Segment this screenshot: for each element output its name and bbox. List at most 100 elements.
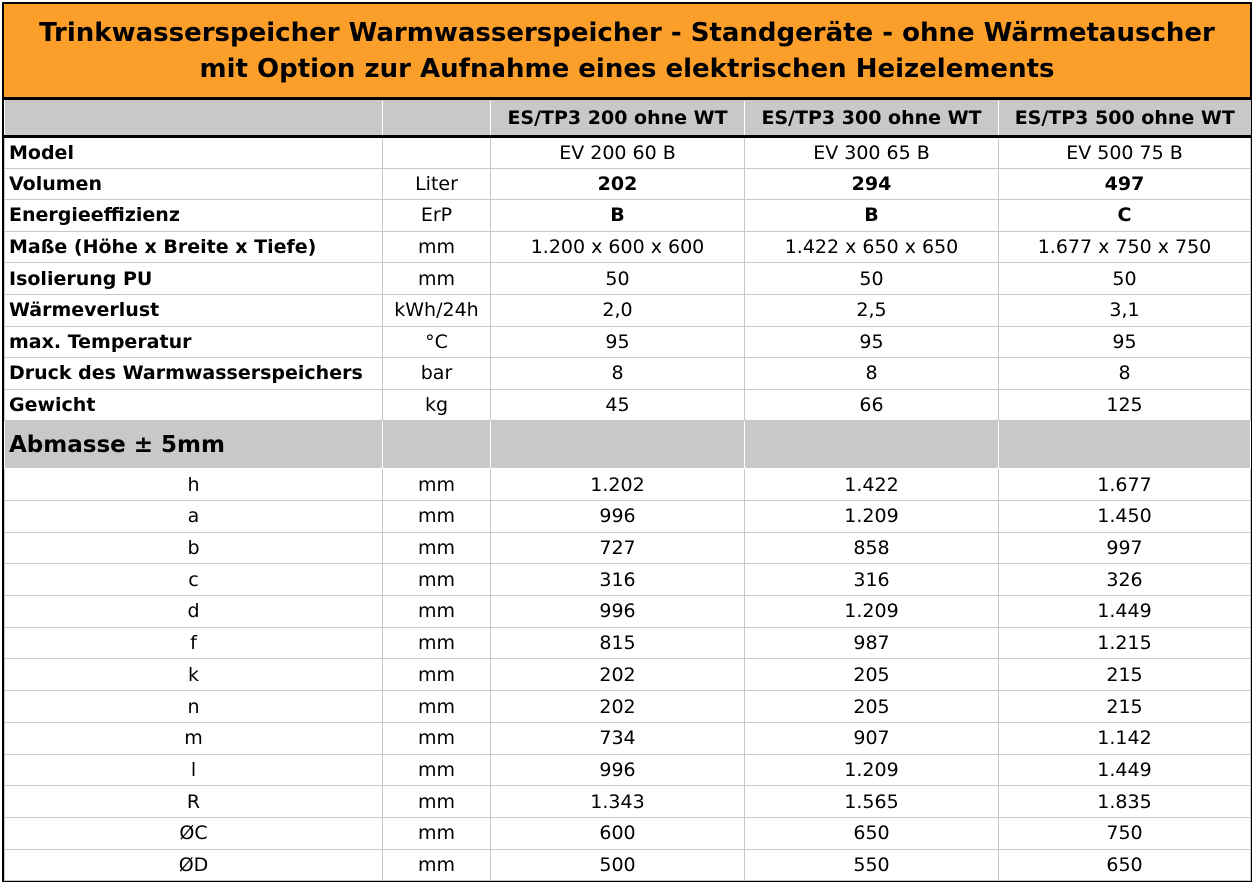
dimension-label: c xyxy=(4,563,383,597)
row-value: B xyxy=(744,199,999,232)
dimension-value: 202 xyxy=(490,658,745,692)
dimension-value: 316 xyxy=(490,563,745,597)
dimension-value: 907 xyxy=(744,721,999,755)
dimension-unit: mm xyxy=(382,753,491,787)
dimension-value: 996 xyxy=(490,500,745,533)
section-blank xyxy=(998,420,1251,470)
row-label: Maße (Höhe x Breite x Tiefe) xyxy=(4,230,383,264)
dimension-unit: mm xyxy=(382,848,491,882)
dimension-unit: mm xyxy=(382,500,491,533)
spec-row: Gewicht kg 45 66 125 xyxy=(4,388,1251,422)
row-label: Gewicht xyxy=(4,388,383,422)
dimension-unit: mm xyxy=(382,721,491,755)
section-label: Abmasse ± 5mm xyxy=(4,420,383,470)
dimension-row: ØC mm 600 650 750 xyxy=(4,816,1251,850)
row-value: 1.200 x 600 x 600 xyxy=(490,230,745,264)
row-value: 2,0 xyxy=(490,293,745,327)
dimension-unit: mm xyxy=(382,468,491,502)
row-label: max. Temperatur xyxy=(4,325,383,359)
dimension-unit: mm xyxy=(382,658,491,692)
dimension-row: a mm 996 1.209 1.450 xyxy=(4,500,1251,533)
row-value: 50 xyxy=(998,262,1251,295)
row-label: Model xyxy=(4,136,383,169)
column-header: ES/TP3 500 ohne WT xyxy=(998,100,1251,138)
dimension-value: 1.422 xyxy=(744,468,999,502)
column-header: ES/TP3 300 ohne WT xyxy=(744,100,999,138)
dimension-value: 1.835 xyxy=(998,785,1251,818)
row-label: Wärmeverlust xyxy=(4,293,383,327)
dimension-value: 1.565 xyxy=(744,785,999,818)
dimension-row: b mm 727 858 997 xyxy=(4,531,1251,565)
row-unit: ErP xyxy=(382,199,491,232)
dimension-unit: mm xyxy=(382,626,491,660)
dimension-unit: mm xyxy=(382,690,491,723)
dimension-value: 750 xyxy=(998,816,1251,850)
header-blank xyxy=(4,100,383,138)
spec-row: Maße (Höhe x Breite x Tiefe) mm 1.200 x 60… xyxy=(4,230,1251,264)
row-value: B xyxy=(490,199,745,232)
row-value: 66 xyxy=(744,388,999,422)
spec-row: Isolierung PU mm 50 50 50 xyxy=(4,262,1251,295)
dimension-label: f xyxy=(4,626,383,660)
row-unit: kg xyxy=(382,388,491,422)
row-value: 497 xyxy=(998,167,1251,201)
dimension-value: 1.343 xyxy=(490,785,745,818)
dimension-value: 1.209 xyxy=(744,500,999,533)
row-value: C xyxy=(998,199,1251,232)
row-value: 95 xyxy=(490,325,745,359)
column-header: ES/TP3 200 ohne WT xyxy=(490,100,745,138)
dimension-row: m mm 734 907 1.142 xyxy=(4,721,1251,755)
row-unit: mm xyxy=(382,230,491,264)
dimension-label: d xyxy=(4,595,383,628)
row-unit: kWh/24h xyxy=(382,293,491,327)
row-unit: mm xyxy=(382,262,491,295)
dimension-value: 202 xyxy=(490,690,745,723)
spec-row: Wärmeverlust kWh/24h 2,0 2,5 3,1 xyxy=(4,293,1251,327)
dimension-value: 1.449 xyxy=(998,595,1251,628)
spec-row: Volumen Liter 202 294 497 xyxy=(4,167,1251,201)
spec-row: Druck des Warmwasserspeichers bar 8 8 8 xyxy=(4,357,1251,390)
row-unit xyxy=(382,136,491,169)
dimension-value: 1.209 xyxy=(744,595,999,628)
row-unit: bar xyxy=(382,357,491,390)
dimension-value: 326 xyxy=(998,563,1251,597)
dimension-value: 997 xyxy=(998,531,1251,565)
title-line-2: mit Option zur Aufnahme eines elektrisch… xyxy=(199,53,1055,84)
title-banner: Trinkwasserspeicher Warmwasserspeicher -… xyxy=(4,4,1250,100)
spec-row: Model EV 200 60 B EV 300 65 B EV 500 75 B xyxy=(4,136,1251,169)
dimension-value: 1.677 xyxy=(998,468,1251,502)
section-label-text: Abmasse ± 5mm xyxy=(9,431,225,458)
header-row: ES/TP3 200 ohne WT ES/TP3 300 ohne WT ES/T… xyxy=(4,100,1251,138)
row-value: EV 200 60 B xyxy=(490,136,745,169)
dimension-value: 815 xyxy=(490,626,745,660)
dimension-value: 215 xyxy=(998,658,1251,692)
dimension-value: 996 xyxy=(490,595,745,628)
row-label: Energieeffizienz xyxy=(4,199,383,232)
dimension-value: 1.202 xyxy=(490,468,745,502)
dimension-value: 1.215 xyxy=(998,626,1251,660)
dimension-label: ØC xyxy=(4,816,383,850)
header-unit-blank xyxy=(382,100,491,138)
dimension-unit: mm xyxy=(382,785,491,818)
row-label: Volumen xyxy=(4,167,383,201)
row-value: 294 xyxy=(744,167,999,201)
row-value: 8 xyxy=(490,357,745,390)
dimension-value: 650 xyxy=(998,848,1251,882)
section-blank xyxy=(490,420,745,470)
dimension-label: R xyxy=(4,785,383,818)
dimension-label: n xyxy=(4,690,383,723)
row-value: 50 xyxy=(490,262,745,295)
row-value: 50 xyxy=(744,262,999,295)
row-value: 1.677 x 750 x 750 xyxy=(998,230,1251,264)
dimension-value: 996 xyxy=(490,753,745,787)
row-value: 95 xyxy=(998,325,1251,359)
row-value: 3,1 xyxy=(998,293,1251,327)
dimension-label: ØD xyxy=(4,848,383,882)
row-unit: Liter xyxy=(382,167,491,201)
dimension-value: 727 xyxy=(490,531,745,565)
dimension-unit: mm xyxy=(382,816,491,850)
dimension-label: b xyxy=(4,531,383,565)
title-line-1: Trinkwasserspeicher Warmwasserspeicher -… xyxy=(39,17,1215,48)
row-value: 95 xyxy=(744,325,999,359)
